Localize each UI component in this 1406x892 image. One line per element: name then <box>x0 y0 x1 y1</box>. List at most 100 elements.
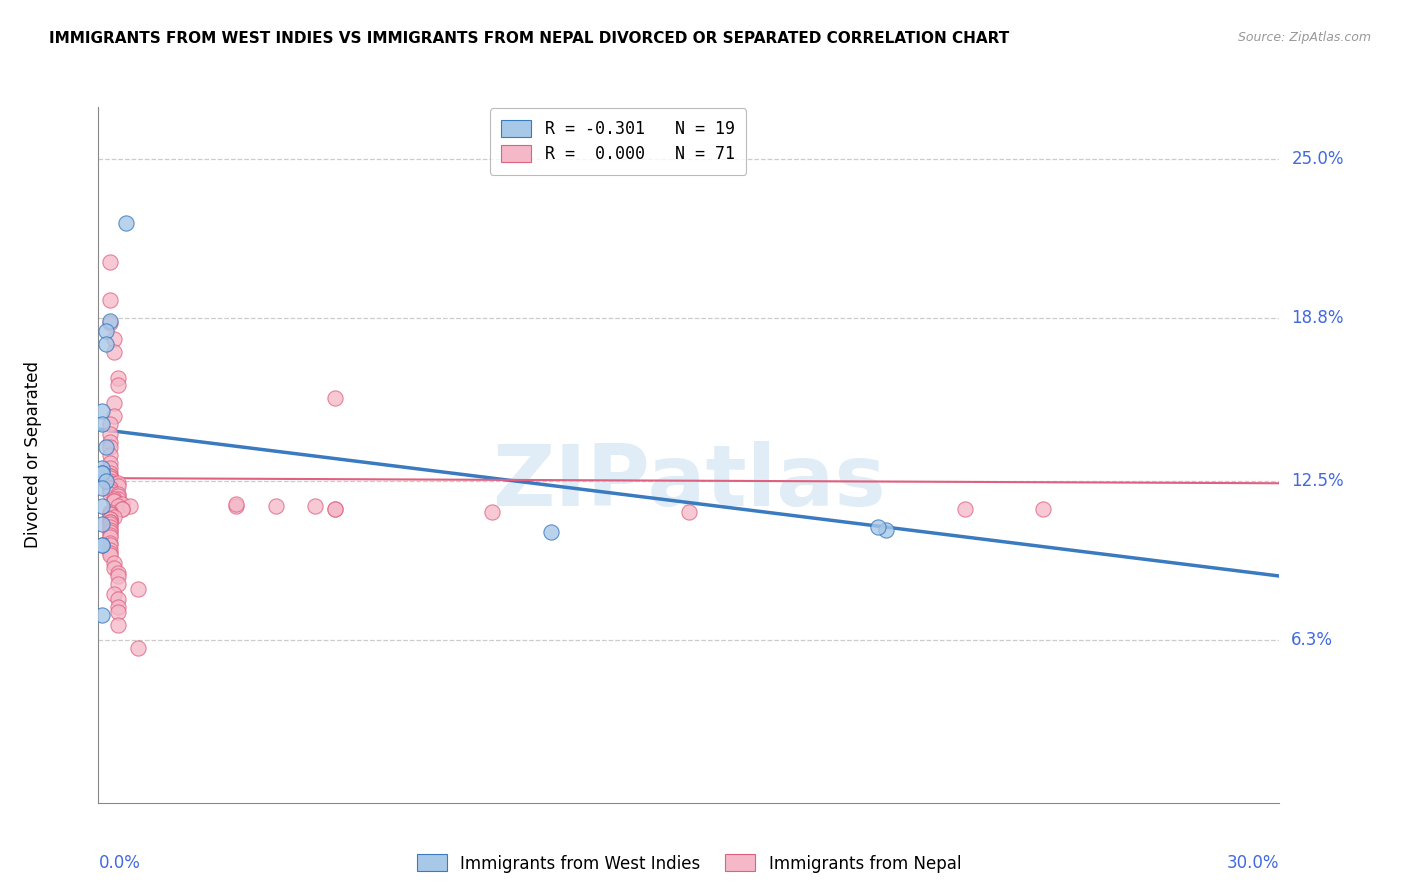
Point <box>111 502 134 516</box>
Text: 0.0%: 0.0% <box>98 855 141 872</box>
Point <box>1032 502 1054 516</box>
Point <box>98 483 121 498</box>
Point <box>111 502 134 516</box>
Point <box>98 512 121 526</box>
Point <box>127 641 149 656</box>
Point <box>98 543 121 558</box>
Point <box>953 502 976 516</box>
Point <box>98 468 121 483</box>
Point <box>98 523 121 537</box>
Point <box>91 538 114 552</box>
Point <box>103 494 125 508</box>
Point <box>875 523 897 537</box>
Text: 30.0%: 30.0% <box>1227 855 1279 872</box>
Point <box>98 505 121 519</box>
Point <box>98 293 121 308</box>
Point <box>103 332 125 346</box>
Point <box>107 500 129 514</box>
Point <box>98 435 121 450</box>
Point <box>98 535 121 549</box>
Point <box>91 517 114 532</box>
Point <box>98 530 121 544</box>
Text: IMMIGRANTS FROM WEST INDIES VS IMMIGRANTS FROM NEPAL DIVORCED OR SEPARATED CORRE: IMMIGRANTS FROM WEST INDIES VS IMMIGRANT… <box>49 31 1010 46</box>
Point <box>98 546 121 560</box>
Point <box>107 576 129 591</box>
Point <box>103 491 125 506</box>
Point <box>678 505 700 519</box>
Point <box>98 528 121 542</box>
Point <box>103 344 125 359</box>
Point <box>98 549 121 563</box>
Point <box>107 370 129 384</box>
Point <box>107 479 129 493</box>
Point <box>98 476 121 491</box>
Point <box>91 417 114 431</box>
Point <box>96 474 118 488</box>
Point <box>98 460 121 475</box>
Text: 18.8%: 18.8% <box>1291 310 1344 327</box>
Point <box>91 538 114 552</box>
Point <box>98 538 121 552</box>
Point <box>98 515 121 529</box>
Point <box>107 592 129 607</box>
Point <box>96 337 118 351</box>
Point <box>91 466 114 480</box>
Point <box>103 587 125 601</box>
Point <box>115 216 138 230</box>
Point <box>323 502 346 516</box>
Point <box>98 417 121 431</box>
Point <box>98 525 121 540</box>
Point <box>98 515 121 529</box>
Point <box>540 525 562 540</box>
Point <box>127 582 149 596</box>
Point <box>91 460 114 475</box>
Point <box>98 440 121 454</box>
Point <box>111 497 134 511</box>
Point <box>98 520 121 534</box>
Point <box>98 507 121 521</box>
Point <box>98 486 121 500</box>
Point <box>91 607 114 622</box>
Point <box>107 566 129 581</box>
Point <box>96 440 118 454</box>
Point <box>98 468 121 483</box>
Point <box>98 466 121 480</box>
Legend: R = -0.301   N = 19, R =  0.000   N = 71: R = -0.301 N = 19, R = 0.000 N = 71 <box>489 109 747 175</box>
Point <box>91 500 114 514</box>
Point <box>107 599 129 614</box>
Point <box>107 569 129 583</box>
Point <box>107 618 129 632</box>
Point <box>103 409 125 424</box>
Point <box>98 482 121 496</box>
Point <box>103 556 125 570</box>
Point <box>107 486 129 500</box>
Point <box>225 497 247 511</box>
Point <box>103 494 125 508</box>
Point <box>107 476 129 491</box>
Point <box>107 491 129 506</box>
Point <box>98 471 121 485</box>
Point <box>118 500 141 514</box>
Point <box>323 391 346 405</box>
Point <box>103 509 125 524</box>
Point <box>866 520 889 534</box>
Text: Divorced or Separated: Divorced or Separated <box>24 361 42 549</box>
Point <box>481 505 503 519</box>
Point <box>91 466 114 480</box>
Point <box>107 605 129 619</box>
Point <box>98 456 121 470</box>
Point <box>98 507 121 521</box>
Point <box>98 482 121 496</box>
Legend: Immigrants from West Indies, Immigrants from Nepal: Immigrants from West Indies, Immigrants … <box>411 847 967 880</box>
Text: 12.5%: 12.5% <box>1291 472 1344 490</box>
Point <box>98 507 121 521</box>
Point <box>225 500 247 514</box>
Point <box>103 561 125 575</box>
Point <box>323 502 346 516</box>
Point <box>264 500 287 514</box>
Text: Source: ZipAtlas.com: Source: ZipAtlas.com <box>1237 31 1371 45</box>
Text: 6.3%: 6.3% <box>1291 632 1333 649</box>
Point <box>91 482 114 496</box>
Point <box>98 448 121 462</box>
Point <box>98 517 121 532</box>
